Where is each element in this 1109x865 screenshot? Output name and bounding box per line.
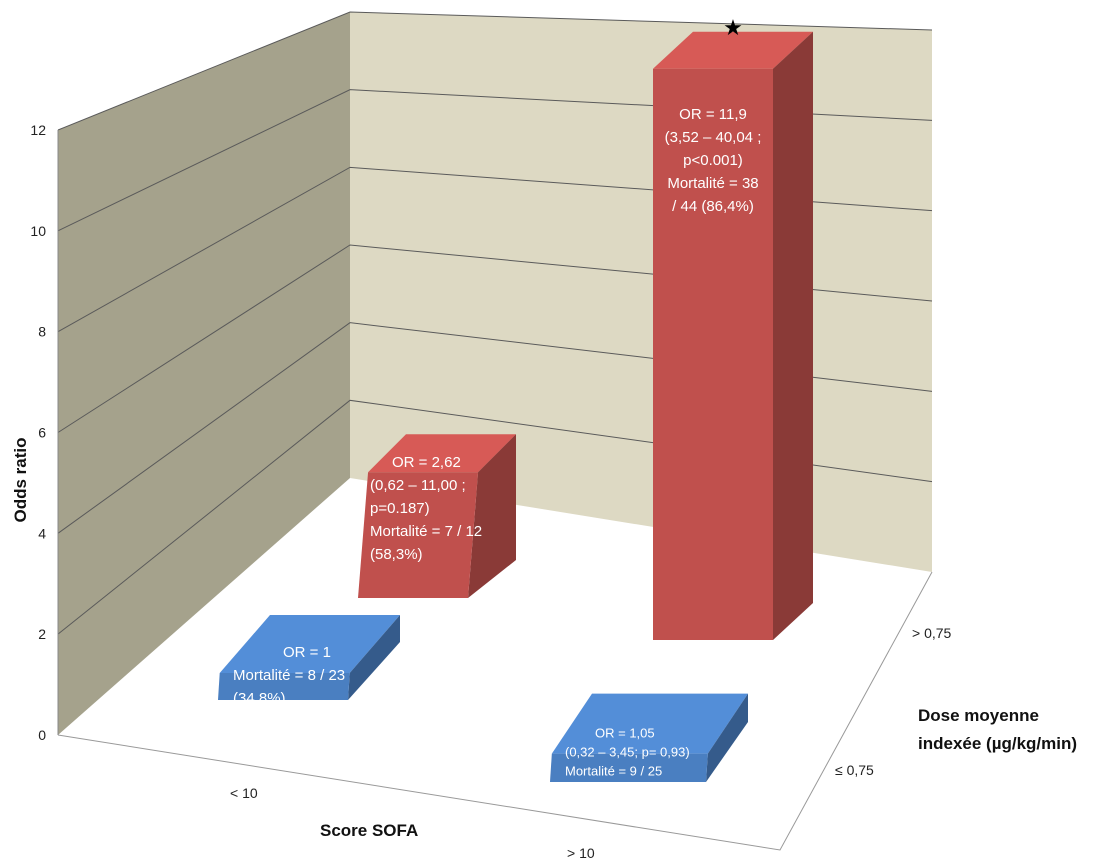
bar-label-line: (3,52 – 40,04 ; (665, 129, 762, 146)
x-axis-title: Score SOFA (320, 821, 418, 840)
bar: OR = 1 Mortalité = 8 / 23 (34,8%) (218, 615, 400, 707)
x-tick-label-gt10: > 10 (567, 845, 595, 860)
bar-side-face (706, 693, 748, 782)
bar-label-line: OR = 1 (283, 644, 331, 661)
bar-label-line: (0,62 – 11,00 ; (370, 477, 466, 494)
y-tick-label: 0 (38, 727, 46, 743)
bar-label-line: Mortalité = 8 / 23 (233, 667, 345, 684)
bar-side-face (348, 615, 400, 700)
z-axis-title-line1: Dose moyenne (918, 706, 1039, 725)
gridline (57, 11, 933, 131)
x-tick-label-lt10: < 10 (230, 785, 258, 801)
floor-edge (57, 571, 933, 851)
bar-label-line: p<0.001) (683, 152, 743, 169)
bar-top-face (653, 31, 813, 69)
bar-top-face (551, 693, 748, 754)
z-tick-label-high: > 0,75 (912, 625, 952, 641)
z-tick-label-low: ≤ 0,75 (835, 762, 874, 778)
bar-label-line: Mortalité = 9 / 25 (565, 764, 662, 779)
bar-label-line: (34,8%) (233, 690, 286, 707)
bar-label-line: OR = 2,62 (392, 454, 461, 471)
bar-label-line: / 44 (86,4%) (672, 198, 754, 215)
y-tick-labels: 0 2 4 6 8 10 12 (30, 122, 46, 743)
bar-label-line: (0,32 – 3,45; p= 0,93) (565, 745, 690, 760)
y-tick-label: 4 (38, 525, 46, 541)
bar: OR = 2,62 (0,62 – 11,00 ; p=0.187) Mortalit… (358, 434, 516, 598)
bar-front-face (550, 753, 708, 782)
y-tick-label: 10 (30, 223, 46, 239)
bar-side-face (773, 31, 813, 641)
bar: OR = 11,9 (3,52 – 40,04 ; p<0.001) Mortalit… (653, 15, 813, 641)
y-tick-label: 6 (38, 425, 46, 441)
y-tick-label: 8 (38, 324, 46, 340)
bar-label-line: p=0.187) (370, 500, 430, 517)
y-tick-label: 2 (38, 626, 46, 642)
y-tick-label: 12 (30, 122, 46, 138)
side-wall (58, 12, 350, 735)
gridlines (57, 11, 933, 635)
bar: OR = 1,05 (0,32 – 3,45; p= 0,93) Mortalité… (550, 693, 748, 798)
bar-front-face (653, 68, 773, 641)
bar-label-line: Mortalité = 38 (667, 175, 758, 192)
z-axis-title-line2: indexée (µg/kg/min) (918, 734, 1077, 753)
bar-label-line: (36%) (565, 783, 600, 798)
bar-top-face (219, 615, 400, 673)
bar-label-line: OR = 11,9 (679, 106, 747, 123)
bar-label-line: OR = 1,05 (595, 726, 655, 741)
bar-front-face (358, 472, 479, 598)
bar-label-line: Mortalité = 7 / 12 (370, 523, 482, 540)
bar-label-line: (58,3%) (370, 546, 423, 563)
bars: OR = 2,62 (0,62 – 11,00 ; p=0.187) Mortalit… (218, 15, 813, 798)
bar-side-face (468, 434, 516, 598)
significance-star: ★ (723, 15, 743, 40)
bar-top-face (368, 434, 516, 473)
bar-front-face (218, 673, 350, 700)
y-axis-title: Odds ratio (11, 437, 30, 522)
